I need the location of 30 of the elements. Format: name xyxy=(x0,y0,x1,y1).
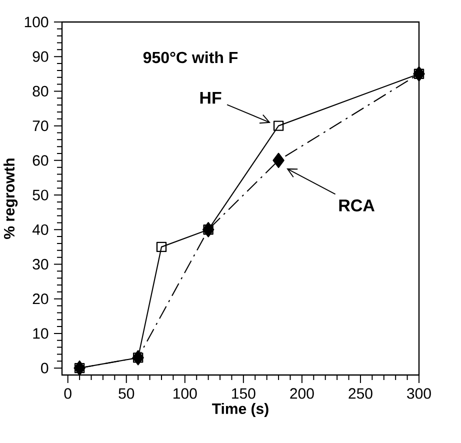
y-tick-label: 90 xyxy=(32,51,48,62)
y-tick-label: 30 xyxy=(32,258,48,270)
point xyxy=(203,224,214,235)
x-tick-label: 250 xyxy=(348,388,372,399)
point xyxy=(273,120,284,131)
text: RCA xyxy=(339,199,374,212)
y-tick-label: 100 xyxy=(24,16,48,28)
x-tick-label: 100 xyxy=(174,388,197,399)
point xyxy=(156,242,167,252)
x-tick-label: 200 xyxy=(290,388,314,399)
text: HF xyxy=(200,92,222,104)
point xyxy=(74,362,85,374)
point xyxy=(272,152,284,168)
x-tick-label: 300 xyxy=(407,388,431,399)
y-tick-label: 0 xyxy=(41,362,48,374)
y-tick-label: 50 xyxy=(32,190,48,200)
point xyxy=(132,352,144,363)
annotation: 950°C with F xyxy=(143,51,238,64)
x-axis-title: Time (s) xyxy=(212,403,268,417)
point xyxy=(414,68,424,80)
x-tick-label: 0 xyxy=(64,388,72,399)
x-tick-label: 50 xyxy=(118,388,134,399)
y-tick-label: 20 xyxy=(32,294,48,304)
y-tick-label: 40 xyxy=(32,224,48,235)
y-tick-label: 80 xyxy=(32,86,48,97)
y-tick-label: 70 xyxy=(32,120,48,132)
y-tick-label: 10 xyxy=(33,328,48,339)
x-tick-label: 150 xyxy=(232,388,256,399)
y-axis-title: % regrowth xyxy=(4,158,18,239)
y-tick-label: 60 xyxy=(32,155,48,166)
